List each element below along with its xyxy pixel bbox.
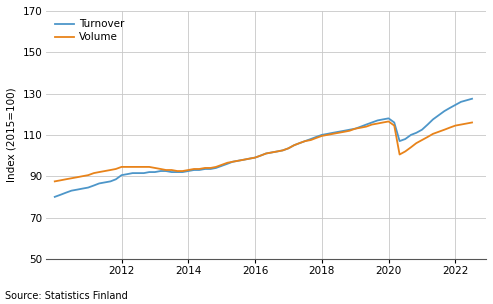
Volume: [386, 120, 391, 123]
Turnover: [419, 128, 425, 132]
Volume: [424, 135, 430, 139]
Turnover: [85, 186, 91, 189]
Turnover: [380, 118, 386, 121]
Text: Source: Statistics Finland: Source: Statistics Finland: [5, 291, 128, 301]
Turnover: [469, 97, 475, 101]
Turnover: [391, 121, 397, 124]
Turnover: [363, 123, 369, 126]
Line: Volume: Volume: [55, 122, 472, 181]
Volume: [85, 173, 91, 177]
Line: Turnover: Turnover: [55, 99, 472, 197]
Turnover: [52, 195, 58, 199]
Turnover: [375, 119, 381, 122]
Legend: Turnover, Volume: Turnover, Volume: [52, 16, 127, 46]
Volume: [469, 121, 475, 124]
Volume: [397, 153, 403, 156]
Volume: [52, 180, 58, 183]
Y-axis label: Index (2015=100): Index (2015=100): [7, 88, 17, 182]
Volume: [363, 125, 369, 129]
Volume: [375, 122, 381, 125]
Volume: [380, 121, 386, 124]
